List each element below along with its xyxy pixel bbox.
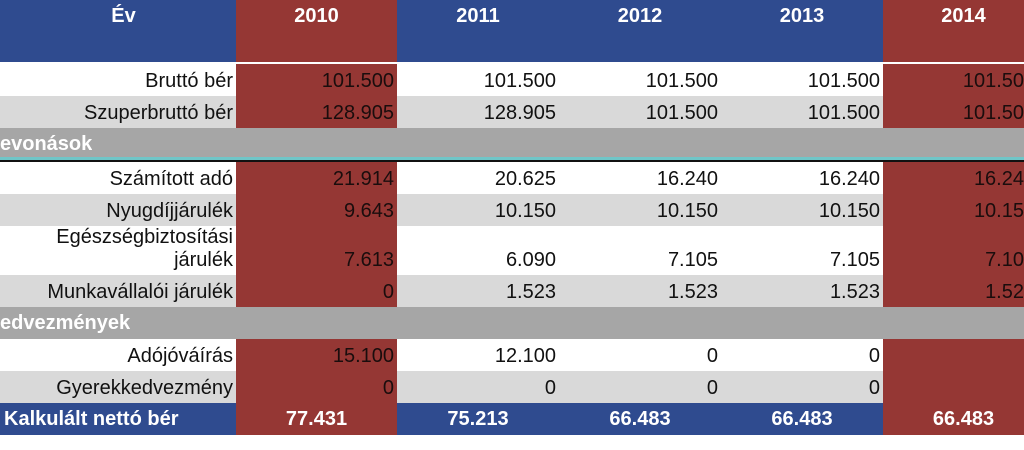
value-cell: 7.105 — [829, 249, 880, 271]
value-cell: 20.625 — [494, 168, 556, 190]
value-cell: 101.500 — [483, 70, 556, 92]
section-label: evonások — [0, 132, 93, 155]
data-row: Adójóváírás 15.100 12.100 0 0 — [0, 339, 1024, 371]
section-row: evonások — [0, 128, 1024, 162]
year-header: 2011 — [456, 5, 500, 27]
value-cell: 7.105 — [667, 249, 718, 271]
row-label: Adójóváírás — [127, 345, 233, 367]
value-cell: 0 — [868, 377, 880, 399]
data-row: Egészségbiztosítási járulék 7.613 6.090 7.1… — [0, 226, 1024, 275]
row-label: Számított adó — [109, 168, 233, 190]
data-row: Munkavállalói járulék 0 1.523 1.523 1.523 1.5… — [0, 275, 1024, 307]
row-label: Egészségbiztosítási járulék — [56, 226, 233, 271]
value-cell: 128.905 — [236, 96, 397, 128]
value-cell: 16.24 — [883, 162, 1024, 194]
data-row: Szuperbruttó bér 128.905 128.905 101.500 101… — [0, 96, 1024, 128]
value-cell: 10.150 — [818, 200, 880, 222]
value-cell: 101.500 — [807, 70, 880, 92]
value-cell: 10.15 — [883, 194, 1024, 226]
row-label: Bruttó bér — [145, 70, 233, 92]
value-cell: 101.500 — [807, 102, 880, 124]
section-row: edvezmények — [0, 307, 1024, 339]
value-cell: 16.240 — [656, 168, 718, 190]
value-cell: 101.500 — [236, 64, 397, 96]
year-header: 2010 — [236, 0, 397, 62]
value-cell: 21.914 — [236, 162, 397, 194]
header-label: Év — [111, 5, 136, 27]
footer-value: 66.483 — [771, 407, 833, 430]
data-row: Bruttó bér 101.500 101.500 101.500 101.500 10… — [0, 64, 1024, 96]
value-cell: 6.090 — [505, 249, 556, 271]
data-row: Gyerekkedvezmény 0 0 0 0 — [0, 371, 1024, 403]
value-cell: 1.52 — [883, 275, 1024, 307]
footer-value: 75.213 — [447, 407, 509, 430]
section-label: edvezmények — [0, 311, 131, 334]
year-header: 2012 — [617, 5, 663, 27]
value-cell: 9.643 — [236, 194, 397, 226]
value-cell: 101.50 — [883, 96, 1024, 128]
value-cell: 1.523 — [829, 281, 880, 303]
value-cell: 16.240 — [818, 168, 880, 190]
value-cell: 1.523 — [505, 281, 556, 303]
value-cell: 0 — [868, 345, 880, 367]
empty-cell — [883, 371, 1024, 403]
footer-value: 66.483 — [883, 403, 1024, 435]
row-label: Szuperbruttó bér — [84, 102, 233, 124]
value-cell: 0 — [544, 377, 556, 399]
value-cell: 101.500 — [645, 102, 718, 124]
value-cell: 0 — [236, 275, 397, 307]
value-cell: 7.613 — [236, 226, 397, 275]
row-label: Nyugdíjjárulék — [106, 200, 233, 222]
value-cell: 101.500 — [645, 70, 718, 92]
data-row: Számított adó 21.914 20.625 16.240 16.240 16.… — [0, 162, 1024, 194]
value-cell: 12.100 — [494, 345, 556, 367]
footer-label: Kalkulált nettó bér — [4, 407, 179, 430]
footer-value: 77.431 — [236, 403, 397, 435]
row-label: Gyerekkedvezmény — [56, 377, 233, 399]
data-row: Nyugdíjjárulék 9.643 10.150 10.150 10.150 10.… — [0, 194, 1024, 226]
empty-cell — [883, 339, 1024, 371]
value-cell: 7.10 — [883, 226, 1024, 275]
value-cell: 0 — [706, 345, 718, 367]
value-cell: 0 — [236, 371, 397, 403]
value-cell: 10.150 — [494, 200, 556, 222]
footer-value: 66.483 — [609, 407, 671, 430]
value-cell: 15.100 — [236, 339, 397, 371]
year-header: 2014 — [883, 0, 1024, 62]
row-label: Munkavállalói járulék — [47, 281, 233, 303]
header-row: Év 2010 2011 2012 2013 2014 — [0, 0, 1024, 62]
value-cell: 10.150 — [656, 200, 718, 222]
value-cell: 0 — [706, 377, 718, 399]
value-cell: 101.50 — [883, 64, 1024, 96]
footer-row: Kalkulált nettó bér 77.431 75.213 66.483 66.… — [0, 403, 1024, 435]
value-cell: 128.905 — [483, 102, 556, 124]
year-header: 2013 — [779, 5, 825, 27]
value-cell: 1.523 — [667, 281, 718, 303]
